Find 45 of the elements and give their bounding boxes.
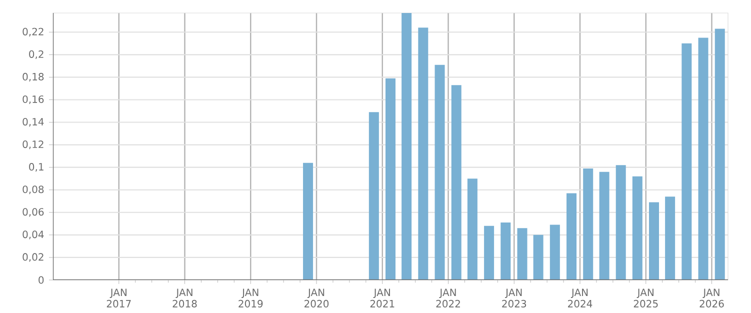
bar — [599, 172, 610, 280]
y-tick-label: 0,12 — [22, 140, 44, 150]
bar — [533, 234, 544, 280]
bar — [648, 202, 659, 280]
bar — [665, 196, 676, 280]
bar — [303, 162, 314, 280]
y-tick-label: 0,02 — [22, 253, 44, 262]
y-tick-label: 0,16 — [22, 95, 44, 104]
bar — [714, 28, 725, 280]
bar — [402, 12, 412, 280]
x-tick-label: JAN 2025 — [634, 288, 658, 308]
x-tick-label: JAN 2023 — [502, 288, 526, 308]
bar — [583, 168, 594, 280]
y-tick-label: 0,18 — [22, 72, 44, 82]
bar — [632, 176, 642, 280]
bar — [550, 224, 560, 280]
bar — [451, 85, 462, 280]
bar — [698, 38, 708, 280]
y-tick-label: 0,1 — [29, 163, 44, 172]
x-tick-label: JAN 2021 — [370, 288, 394, 308]
x-tick-label: JAN 2018 — [172, 288, 197, 308]
bar — [500, 222, 511, 280]
bar — [386, 78, 396, 280]
x-tick-label: JAN 2022 — [436, 288, 460, 308]
x-tick-label: JAN 2026 — [700, 288, 724, 308]
x-tick-label: JAN 2020 — [304, 288, 329, 308]
y-tick-label: 0,04 — [22, 230, 44, 240]
y-tick-label: 0 — [38, 276, 44, 284]
bar — [484, 226, 494, 280]
bar — [467, 178, 478, 280]
x-tick-label: JAN 2024 — [568, 288, 592, 308]
bar — [517, 228, 528, 280]
bar — [368, 112, 379, 280]
bar — [616, 165, 626, 280]
bar — [566, 193, 577, 280]
x-tick-label: JAN 2019 — [238, 288, 263, 308]
y-tick-label: 0,06 — [22, 208, 44, 217]
y-tick-label: 0,14 — [22, 118, 44, 127]
bar — [418, 28, 428, 280]
y-tick-label: 0,08 — [22, 186, 44, 194]
bar — [682, 43, 692, 280]
x-tick-label: JAN 2017 — [106, 288, 131, 308]
y-tick-label: 0,22 — [22, 28, 44, 36]
bar — [434, 64, 445, 280]
y-tick-label: 0,2 — [29, 50, 44, 59]
